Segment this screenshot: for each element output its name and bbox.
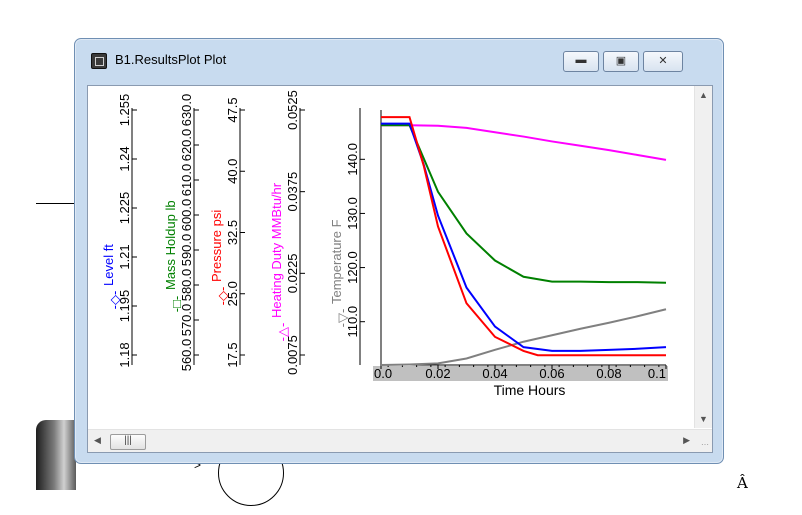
- series-line-mass-holdup-lb: [381, 124, 667, 284]
- y-tick-label: 580.0: [179, 269, 194, 302]
- legend-marker-icon: -△-: [275, 323, 290, 342]
- y-axis-4: 110.0 120.0 130.0 140.0 Temperature F -▽-: [329, 108, 365, 365]
- series-line-temperature-f: [380, 308, 667, 366]
- close-icon: ✕: [658, 55, 668, 67]
- x-tick-label: 0.08: [596, 366, 621, 381]
- y-tick-label: 570.0: [179, 304, 194, 337]
- stray-character: Â: [737, 474, 748, 492]
- y-tick-label: 120.0: [345, 251, 360, 284]
- y-axis-0: 1.18 1.195 1.21 1.225 1.24 1.255 Level ft -◇-: [101, 94, 137, 368]
- series-line-heating-duty-mmbtu-hr: [381, 124, 667, 161]
- grip-icon: |||: [124, 435, 132, 446]
- x-axis-label: Time Hours: [494, 382, 566, 398]
- legend-marker-icon: -▽-: [335, 309, 350, 328]
- y-axis-title: Temperature F: [329, 219, 344, 304]
- series-line-pressure-psi: [381, 116, 666, 357]
- vertical-scrollbar[interactable]: ▲ ▼: [694, 86, 712, 428]
- y-tick-label: 110.0: [345, 306, 360, 338]
- y-tick-label: 47.5: [225, 97, 240, 122]
- y-axis-title: Level ft: [101, 244, 116, 286]
- x-tick-label: 0.0: [374, 366, 392, 381]
- horizontal-scrollbar[interactable]: ◀ ||| ▶ ⋯: [88, 429, 712, 452]
- y-tick-label: 17.5: [225, 342, 240, 367]
- plot-window[interactable]: B1.ResultsPlot Plot ▬ ▣ ✕ 0.0 0.02 0.04 0.0…: [74, 38, 724, 464]
- y-tick-label: 0.0225: [285, 253, 300, 293]
- y-axis-1: 560.0 570.0 580.0 590.0 600.0 610.0 620.0 630.0…: [163, 94, 199, 372]
- y-axis-title: Pressure psi: [209, 210, 224, 282]
- background-shape: [36, 420, 76, 490]
- x-axis-band: [373, 366, 668, 381]
- plot-area: 0.0 0.02 0.04 0.06 0.08 0.1 Time Hours 1.18 1.19…: [87, 85, 713, 453]
- scroll-left-icon[interactable]: ◀: [94, 435, 101, 445]
- background-mark: >: [194, 458, 202, 472]
- legend-marker-icon: -◇-: [215, 287, 230, 306]
- horizontal-scroll-thumb[interactable]: |||: [110, 434, 146, 450]
- results-chart: 0.0 0.02 0.04 0.06 0.08 0.1 Time Hours 1.18 1.19…: [101, 90, 668, 398]
- y-tick-label: 590.0: [179, 234, 194, 267]
- close-button[interactable]: ✕: [643, 51, 683, 72]
- x-tick-label: 0.02: [425, 366, 450, 381]
- y-tick-label: 1.24: [117, 146, 132, 171]
- y-tick-label: 1.18: [117, 342, 132, 367]
- title-bar[interactable]: B1.ResultsPlot Plot ▬ ▣ ✕: [75, 39, 723, 85]
- background-line: [36, 203, 74, 204]
- y-tick-label: 40.0: [225, 159, 240, 184]
- x-tick-label: 0.06: [539, 366, 564, 381]
- y-tick-label: 1.255: [117, 94, 132, 127]
- y-tick-label: 610.0: [179, 164, 194, 197]
- y-axis-title: Mass Holdup lb: [163, 200, 178, 290]
- y-tick-label: 0.0075: [285, 335, 300, 375]
- y-tick-label: 600.0: [179, 199, 194, 232]
- y-tick-label: 560.0: [179, 339, 194, 372]
- resize-grip-icon[interactable]: ⋯: [701, 440, 709, 449]
- y-tick-label: 140.0: [345, 143, 360, 176]
- legend-marker-icon: -◇-: [107, 291, 122, 310]
- scroll-right-icon[interactable]: ▶: [683, 435, 690, 445]
- y-tick-label: 0.0375: [285, 172, 300, 212]
- minimize-icon: ▬: [575, 54, 587, 66]
- maximize-icon: ▣: [615, 55, 627, 67]
- y-tick-label: 1.195: [117, 290, 132, 323]
- y-tick-label: 630.0: [179, 94, 194, 127]
- scroll-up-icon[interactable]: ▲: [699, 90, 708, 100]
- minimize-button[interactable]: ▬: [563, 51, 599, 72]
- y-tick-label: 0.0525: [285, 90, 300, 130]
- y-tick-label: 1.21: [117, 244, 132, 269]
- y-axis-2: 17.5 25.0 32.5 40.0 47.5 Pressure psi -◇-: [209, 97, 245, 368]
- y-tick-label: 32.5: [225, 220, 240, 245]
- y-axis-title: Heating Duty MMBtu/hr: [269, 182, 284, 318]
- legend-marker-icon: -□-: [169, 296, 184, 313]
- y-tick-label: 1.225: [117, 192, 132, 225]
- plot-window-icon[interactable]: [91, 53, 107, 69]
- x-tick-label: 0.04: [482, 366, 507, 381]
- y-tick-label: 620.0: [179, 129, 194, 162]
- maximize-button[interactable]: ▣: [603, 51, 639, 72]
- x-tick-label: 0.1: [648, 366, 666, 381]
- y-tick-label: 130.0: [345, 197, 360, 230]
- y-axis-3: 0.0075 0.0225 0.0375 0.0525 Heating Duty MMB…: [269, 90, 305, 375]
- scroll-down-icon[interactable]: ▼: [699, 414, 708, 424]
- window-title: B1.ResultsPlot Plot: [115, 52, 227, 67]
- y-tick-label: 25.0: [225, 281, 240, 306]
